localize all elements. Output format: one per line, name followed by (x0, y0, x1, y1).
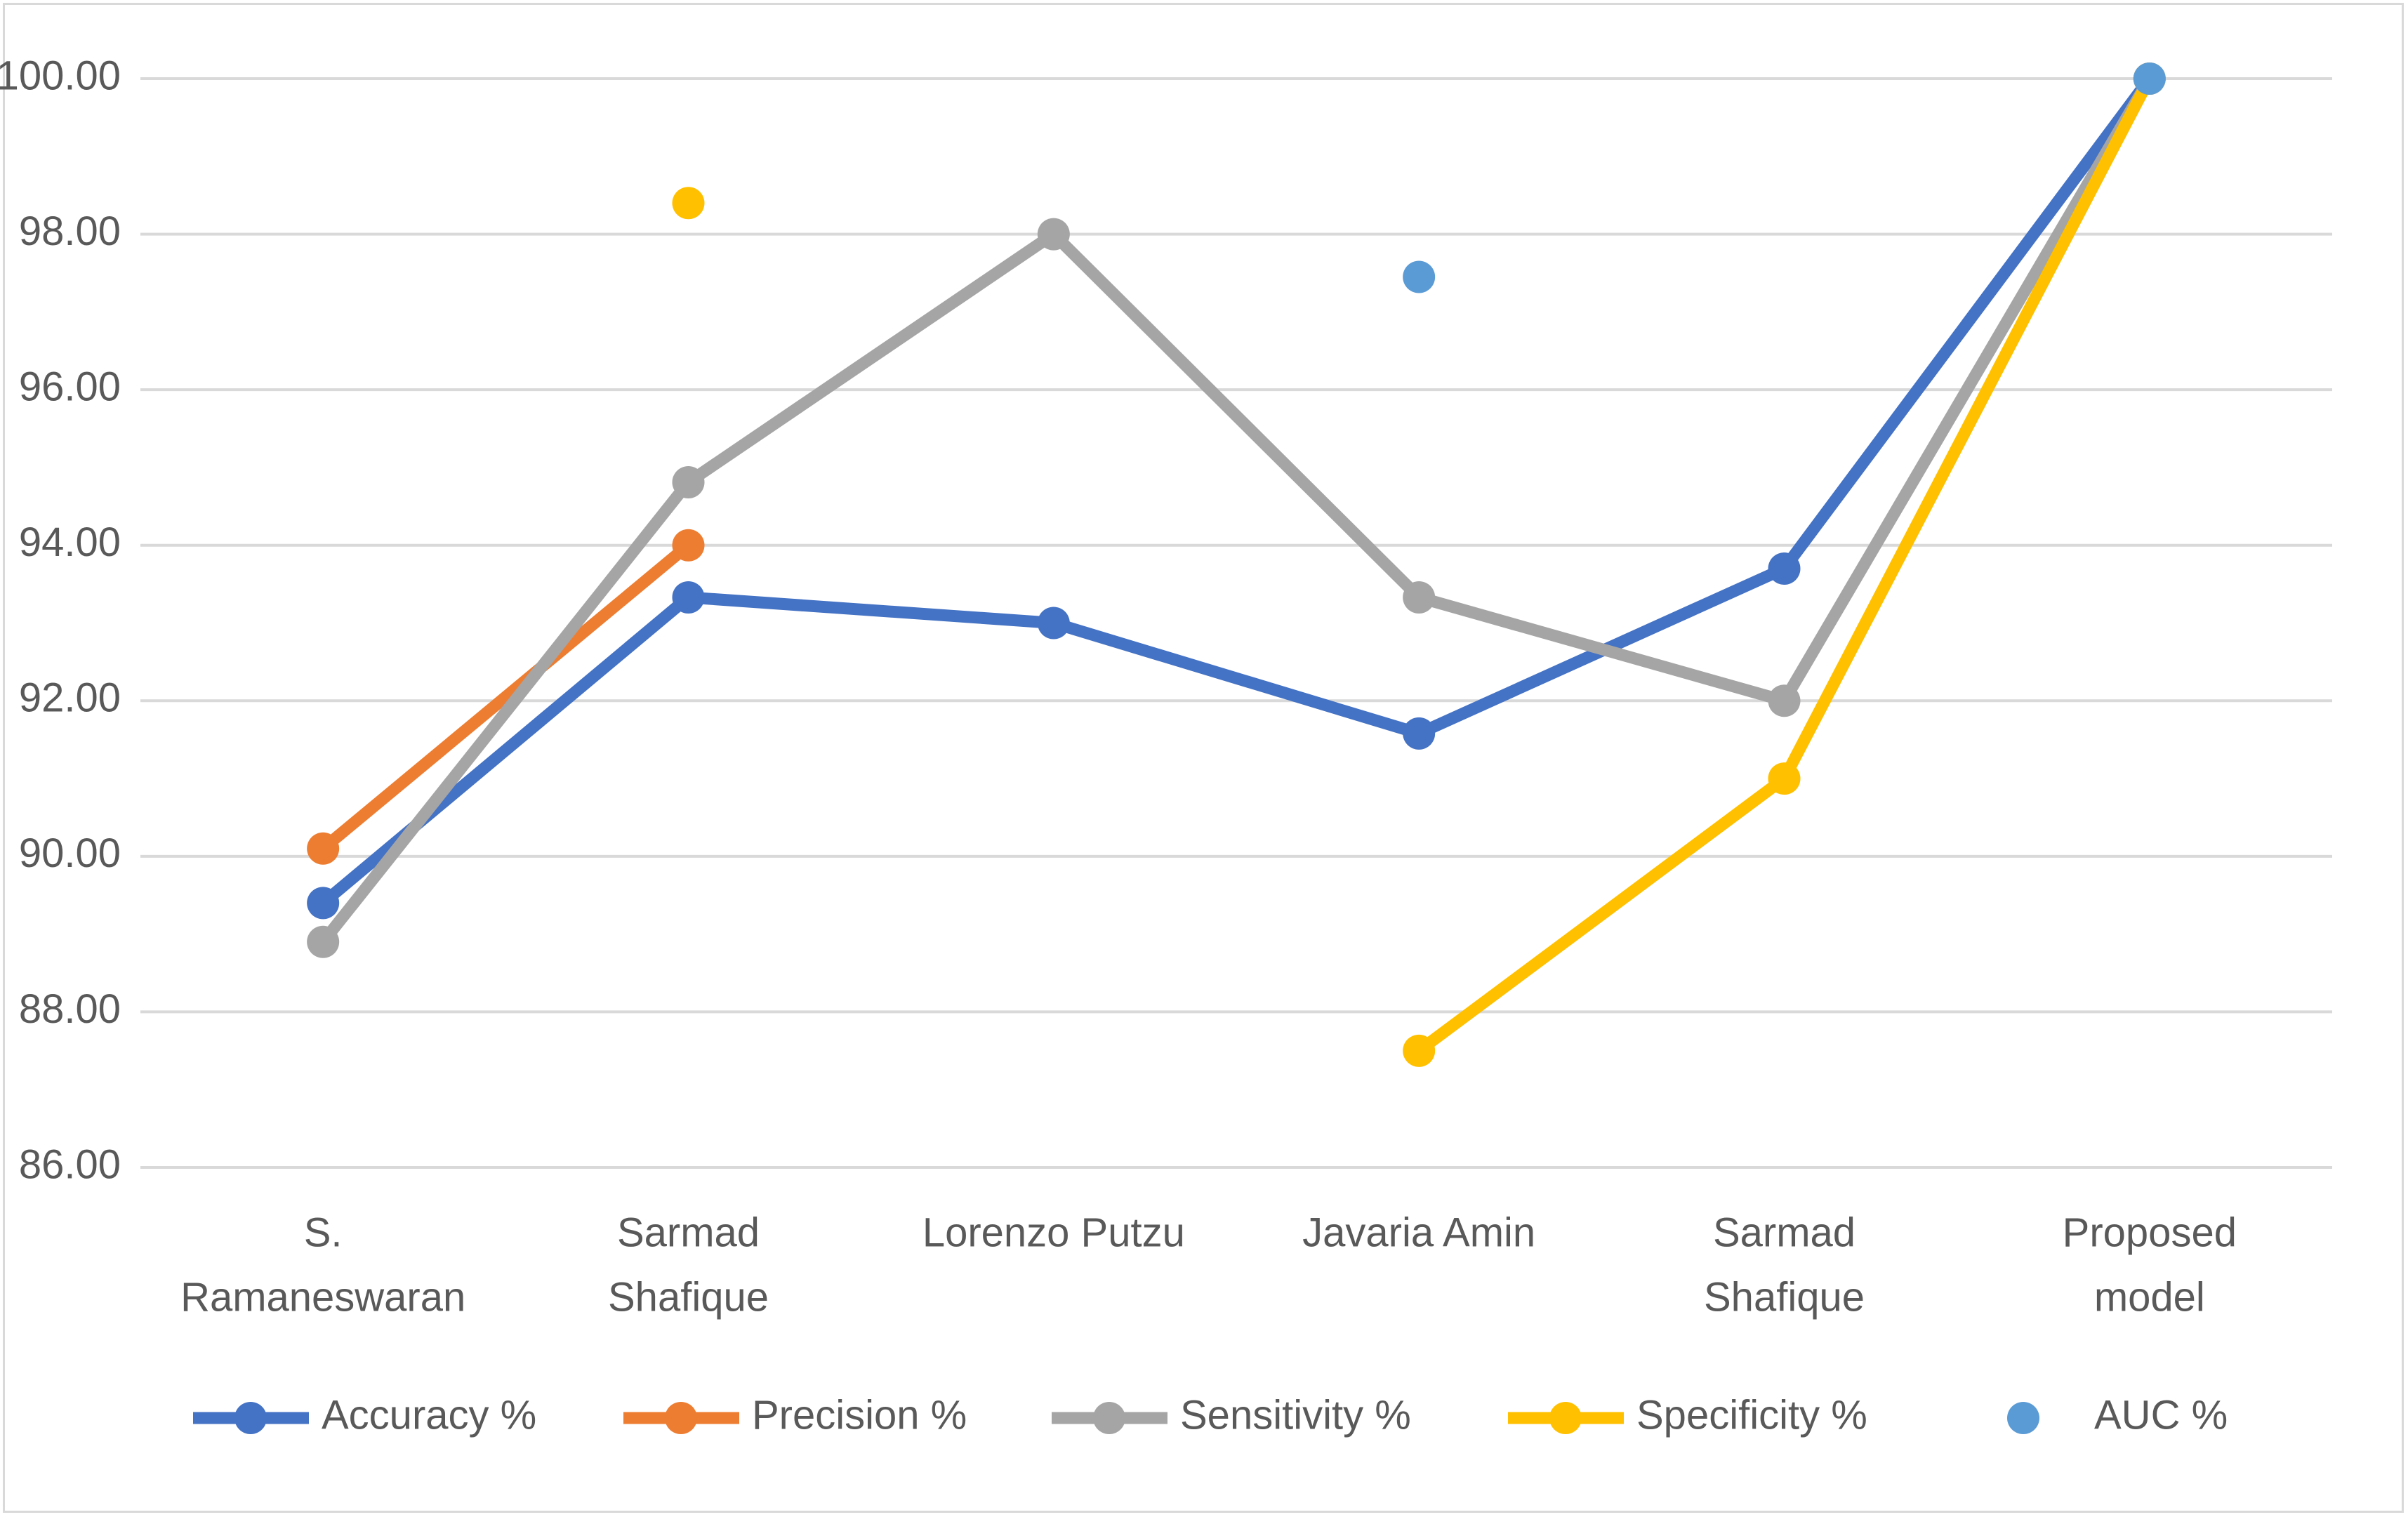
series-line-sensitivity (1778, 72, 2156, 707)
y-tick-label: 86.00 (19, 1141, 121, 1187)
x-tick-label: model (2094, 1274, 2205, 1320)
y-axis-tick-labels: 86.00 88.00 90.00 92.00 94.00 96.00 98.00 100.0… (0, 53, 121, 1187)
x-tick-label: S. (304, 1210, 343, 1255)
x-tick-label: Sarmad (1713, 1210, 1855, 1255)
y-tick-label: 96.00 (19, 364, 121, 409)
legend-item-auc[interactable]: AUC % (2007, 1392, 2228, 1438)
data-point-specificity (1768, 762, 1801, 795)
y-tick-label: 88.00 (19, 986, 121, 1032)
legend-marker-swatch (1093, 1402, 1125, 1434)
data-point-accuracy (1768, 552, 1801, 585)
x-tick-label: Sarmad (617, 1210, 760, 1255)
legend-label: Precision % (752, 1392, 967, 1438)
data-point-specificity (1403, 1034, 1436, 1067)
chart-frame (3, 3, 2404, 1513)
legend-label: AUC % (2094, 1392, 2228, 1438)
data-point-auc (2133, 62, 2166, 95)
series-line-accuracy (1047, 617, 1425, 740)
y-tick-label: 98.00 (19, 208, 121, 254)
legend-item-sensitivity[interactable]: Sensitivity % (1052, 1392, 1411, 1438)
series-lines (317, 72, 2156, 1057)
legend-marker-swatch (234, 1402, 267, 1434)
x-tick-label: Shafique (608, 1274, 769, 1320)
legend-item-specificity[interactable]: Specificity % (1508, 1392, 1867, 1438)
data-point-accuracy (1037, 607, 1070, 640)
series-line-precision (317, 539, 694, 855)
y-tick-label: 92.00 (19, 675, 121, 721)
data-point-sensitivity (1037, 218, 1070, 251)
series-line-sensitivity (1047, 228, 1425, 604)
legend-item-accuracy[interactable]: Accuracy % (193, 1392, 536, 1438)
series-markers (307, 62, 2166, 1067)
x-tick-label: Proposed (2063, 1210, 2237, 1255)
data-point-specificity (672, 187, 705, 220)
data-point-sensitivity (672, 465, 705, 498)
data-point-auc (1403, 260, 1436, 293)
legend-label: Sensitivity % (1180, 1392, 1411, 1438)
data-point-accuracy (1403, 717, 1436, 750)
series-line-sensitivity (682, 228, 1060, 489)
y-tick-label: 100.00 (0, 53, 121, 98)
x-axis-tick-labels: S. Ramaneswaran Sarmad Shafique Lorenzo Putz… (180, 1210, 2237, 1320)
data-point-accuracy (307, 887, 340, 920)
gridlines (140, 77, 2332, 1169)
series-line-sensitivity (1413, 591, 1790, 707)
y-tick-label: 90.00 (19, 830, 121, 876)
legend-marker-swatch (2007, 1402, 2039, 1434)
legend: Accuracy % Precision % Sensitivity % Specif… (193, 1392, 2228, 1438)
y-tick-label: 94.00 (19, 519, 121, 565)
legend-marker-swatch (1549, 1402, 1582, 1434)
data-point-precision (307, 832, 340, 865)
series-line-accuracy (682, 591, 1060, 629)
series-line-accuracy (1778, 72, 2156, 575)
series-line-specificity (1413, 772, 1790, 1057)
data-point-precision (672, 529, 705, 562)
data-point-sensitivity (1768, 684, 1801, 717)
x-tick-label: Lorenzo Putzu (922, 1210, 1185, 1255)
series-line-accuracy (317, 591, 694, 909)
x-tick-label: Ramaneswaran (180, 1274, 465, 1320)
legend-label: Specificity % (1636, 1392, 1867, 1438)
legend-item-precision[interactable]: Precision % (623, 1392, 967, 1438)
data-point-sensitivity (307, 925, 340, 958)
data-point-sensitivity (1403, 581, 1436, 614)
x-tick-label: Shafique (1704, 1274, 1865, 1320)
data-point-accuracy (672, 581, 705, 614)
legend-marker-swatch (665, 1402, 697, 1434)
series-line-sensitivity (317, 476, 694, 948)
series-line-specificity (1778, 72, 2156, 785)
legend-label: Accuracy % (322, 1392, 536, 1438)
x-tick-label: Javaria Amin (1302, 1210, 1535, 1255)
